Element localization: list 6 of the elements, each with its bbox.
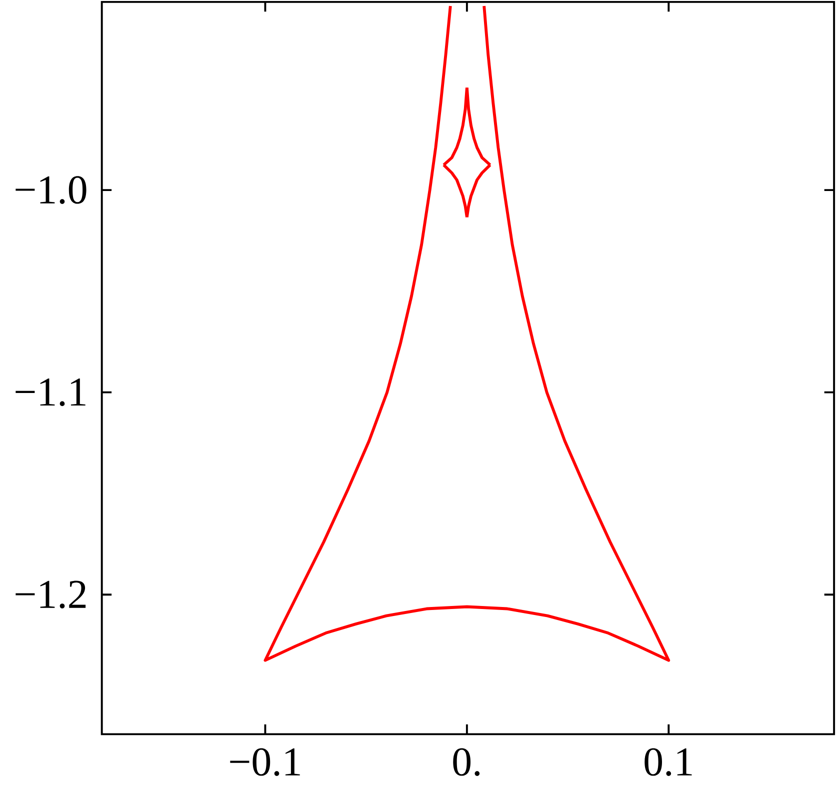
- x-tick-label: 0.: [453, 748, 480, 776]
- y-tick-label: −1.2: [16, 580, 86, 609]
- y-tick-label: −1.0: [16, 176, 86, 204]
- y-tick-label: −1.1: [16, 378, 86, 406]
- x-tick-label: 0.1: [644, 748, 692, 776]
- x-tick-label: −0.1: [230, 748, 300, 776]
